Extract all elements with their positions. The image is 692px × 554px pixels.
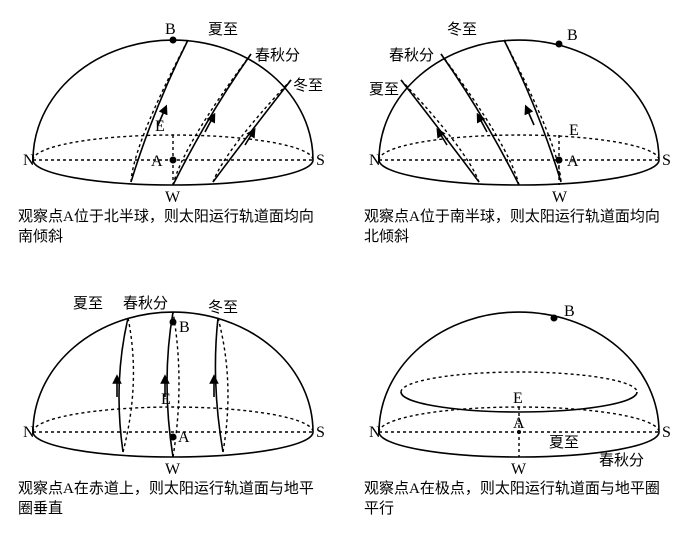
- label-chunqiu: 春秋分: [389, 47, 434, 64]
- label-a: A: [567, 153, 579, 170]
- caption-3: 观察点A在赤道上，则太阳运行轨道面与地平圈垂直: [10, 479, 336, 520]
- panel-south-hemisphere: N S E W A B 冬至 春秋分 夏至 观察点A位于南半球，则太阳运行轨道面…: [356, 10, 682, 272]
- label-xiazhi: 夏至: [369, 82, 399, 98]
- label-s: S: [316, 152, 325, 169]
- diagram-grid: N S E W A B 夏至 春秋分 冬至 观察点A位于北半球，则太阳运行轨道面…: [10, 10, 682, 544]
- label-b: B: [564, 303, 575, 320]
- panel-pole: N S E W A B 夏至 春秋分 观察点A在极点，则太阳运行轨道面与地平圈平…: [356, 282, 682, 544]
- label-n: N: [23, 424, 35, 441]
- label-e: E: [569, 122, 579, 139]
- label-a: A: [151, 153, 163, 170]
- label-w: W: [165, 461, 181, 477]
- label-e: E: [161, 391, 171, 408]
- label-a: A: [513, 415, 525, 432]
- label-w: W: [511, 461, 527, 477]
- dome-svg-2: N S E W A B 冬至 春秋分 夏至: [359, 10, 679, 205]
- dome-svg-1: N S E W A B 夏至 春秋分 冬至: [13, 10, 333, 205]
- caption-2: 观察点A位于南半球，则太阳运行轨道面均向北倾斜: [356, 207, 682, 248]
- label-xiazhi: 夏至: [549, 435, 579, 451]
- label-b: B: [165, 21, 176, 38]
- label-n: N: [23, 152, 35, 169]
- label-w: W: [552, 189, 568, 205]
- label-b: B: [179, 319, 190, 336]
- label-dongzhi: 冬至: [208, 299, 238, 316]
- point-a: [170, 157, 177, 164]
- panel-equator: N S E W A B 夏至 春秋分 冬至 观察点A在赤道上，则太阳运行轨道面与…: [10, 282, 336, 544]
- label-n: N: [369, 152, 381, 169]
- label-xiazhi: 夏至: [73, 296, 103, 312]
- dome-svg-3: N S E W A B 夏至 春秋分 冬至: [13, 282, 333, 477]
- dome-svg-4: N S E W A B 夏至 春秋分: [359, 282, 679, 477]
- label-chunqiu: 春秋分: [123, 295, 168, 312]
- label-n: N: [369, 424, 381, 441]
- label-e: E: [513, 390, 523, 407]
- label-s: S: [662, 152, 671, 169]
- caption-4: 观察点A在极点，则太阳运行轨道面与地平圈平行: [356, 479, 682, 520]
- label-dongzhi: 冬至: [447, 21, 477, 38]
- caption-1: 观察点A位于北半球，则太阳运行轨道面均向南倾斜: [10, 207, 336, 248]
- label-a: A: [178, 429, 190, 446]
- label-s: S: [316, 424, 325, 441]
- label-xiazhi: 夏至: [208, 22, 238, 38]
- label-e: E: [155, 118, 165, 135]
- label-b: B: [567, 27, 578, 44]
- label-dongzhi: 冬至: [293, 77, 323, 94]
- panel-north-hemisphere: N S E W A B 夏至 春秋分 冬至 观察点A位于北半球，则太阳运行轨道面…: [10, 10, 336, 272]
- label-s: S: [662, 424, 671, 441]
- label-w: W: [165, 189, 181, 205]
- label-chunqiu: 春秋分: [255, 47, 300, 64]
- label-chunqiu: 春秋分: [599, 452, 644, 469]
